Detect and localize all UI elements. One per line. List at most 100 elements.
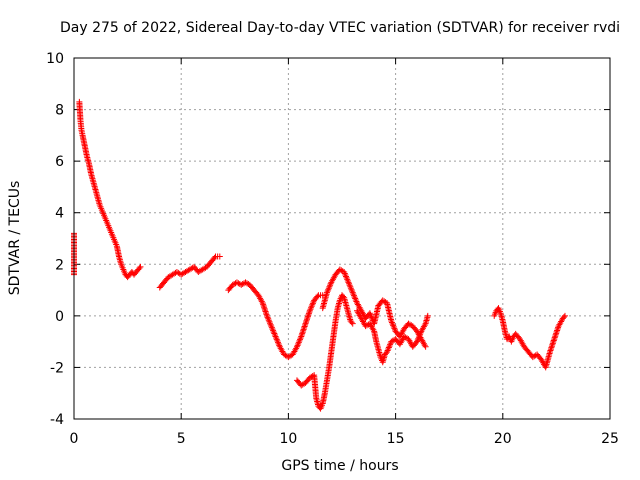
data-point	[348, 286, 355, 293]
data-point	[307, 306, 314, 313]
data-point	[296, 337, 303, 344]
data-point	[343, 274, 350, 281]
data-point	[384, 348, 391, 355]
data-point	[389, 320, 396, 327]
data-point	[308, 303, 315, 310]
x-tick-label: 10	[279, 431, 297, 447]
plot-border	[73, 57, 611, 420]
data-point	[414, 338, 421, 345]
data-point	[349, 288, 356, 295]
data-point	[348, 319, 355, 326]
data-point	[293, 343, 300, 350]
data-point	[265, 315, 272, 322]
data-point	[352, 297, 359, 304]
data-point	[264, 314, 271, 321]
y-axis-label: SDTVAR / TECUs	[7, 181, 23, 296]
data-point	[270, 327, 277, 334]
data-point	[341, 270, 348, 277]
data-point	[417, 329, 424, 336]
data-point	[309, 301, 316, 308]
data-point	[325, 285, 332, 292]
data-point	[388, 318, 395, 325]
x-tick-label: 0	[70, 431, 79, 447]
data-point	[323, 289, 330, 296]
axes: 0 5 10 15 20 25 -4 -2 0 2 4 6 8 10	[46, 51, 619, 447]
data-point	[268, 324, 275, 331]
data-point	[294, 342, 301, 349]
data-point	[136, 265, 143, 272]
x-tick-label: 5	[177, 431, 186, 447]
data-point	[350, 292, 357, 299]
data-point	[349, 289, 356, 296]
data-point	[351, 294, 358, 301]
y-tick-label: 0	[55, 309, 64, 325]
data-point	[344, 276, 351, 283]
data-point	[347, 283, 354, 290]
x-axis-label: GPS time / hours	[281, 458, 398, 474]
data-point	[308, 304, 315, 311]
data-point	[387, 341, 394, 348]
data-point	[295, 340, 302, 347]
data-point	[346, 280, 353, 287]
data-point	[275, 340, 282, 347]
data-point	[326, 283, 333, 290]
data-point	[274, 339, 281, 346]
data-point	[560, 314, 567, 321]
data-point	[390, 323, 397, 330]
data-point	[350, 291, 357, 298]
data-point	[270, 329, 277, 336]
data-point	[561, 312, 568, 319]
data-point	[415, 335, 422, 342]
data-point	[385, 346, 392, 353]
data-point	[341, 269, 348, 276]
y-tick-label: 10	[46, 51, 64, 67]
data-point	[273, 336, 280, 343]
data-point	[324, 288, 331, 295]
grid-lines	[74, 58, 610, 419]
data-point	[267, 321, 274, 328]
data-point	[274, 337, 281, 344]
data-point	[414, 337, 421, 344]
y-tick-label: 2	[55, 257, 64, 273]
data-point	[349, 320, 356, 327]
data-point	[314, 293, 321, 300]
x-tick-label: 25	[601, 431, 619, 447]
y-tick-label: -2	[50, 360, 64, 376]
data-point	[306, 307, 313, 314]
data-point	[137, 263, 144, 270]
data-point	[342, 273, 349, 280]
data-point	[415, 334, 422, 341]
data-point	[271, 330, 278, 337]
data-point	[295, 339, 302, 346]
data-point	[344, 277, 351, 284]
data-point	[297, 336, 304, 343]
data-point	[267, 320, 274, 327]
data-point	[346, 282, 353, 289]
y-tick-label: -4	[50, 412, 64, 428]
data-point	[266, 318, 273, 325]
data-point	[385, 344, 392, 351]
data-point	[319, 292, 326, 299]
data-point	[422, 343, 429, 350]
data-point	[327, 280, 334, 287]
data-point	[216, 253, 223, 260]
data-point	[347, 285, 354, 292]
data-point	[386, 343, 393, 350]
y-tick-label: 4	[55, 206, 64, 222]
data-point	[265, 317, 272, 324]
y-tick-label: 6	[55, 154, 64, 170]
data-point	[342, 271, 349, 278]
data-point	[391, 325, 398, 332]
data-point	[325, 286, 332, 293]
data-point	[390, 322, 397, 329]
data-point	[268, 323, 275, 330]
chart-title: Day 275 of 2022, Sidereal Day-to-day VTE…	[60, 20, 620, 36]
data-point	[352, 295, 359, 302]
data-point	[384, 347, 391, 354]
data-point	[263, 312, 270, 319]
data-point	[309, 300, 316, 307]
x-tick-label: 20	[494, 431, 512, 447]
data-point	[417, 331, 424, 338]
data-point	[353, 298, 360, 305]
data-point	[345, 279, 352, 286]
